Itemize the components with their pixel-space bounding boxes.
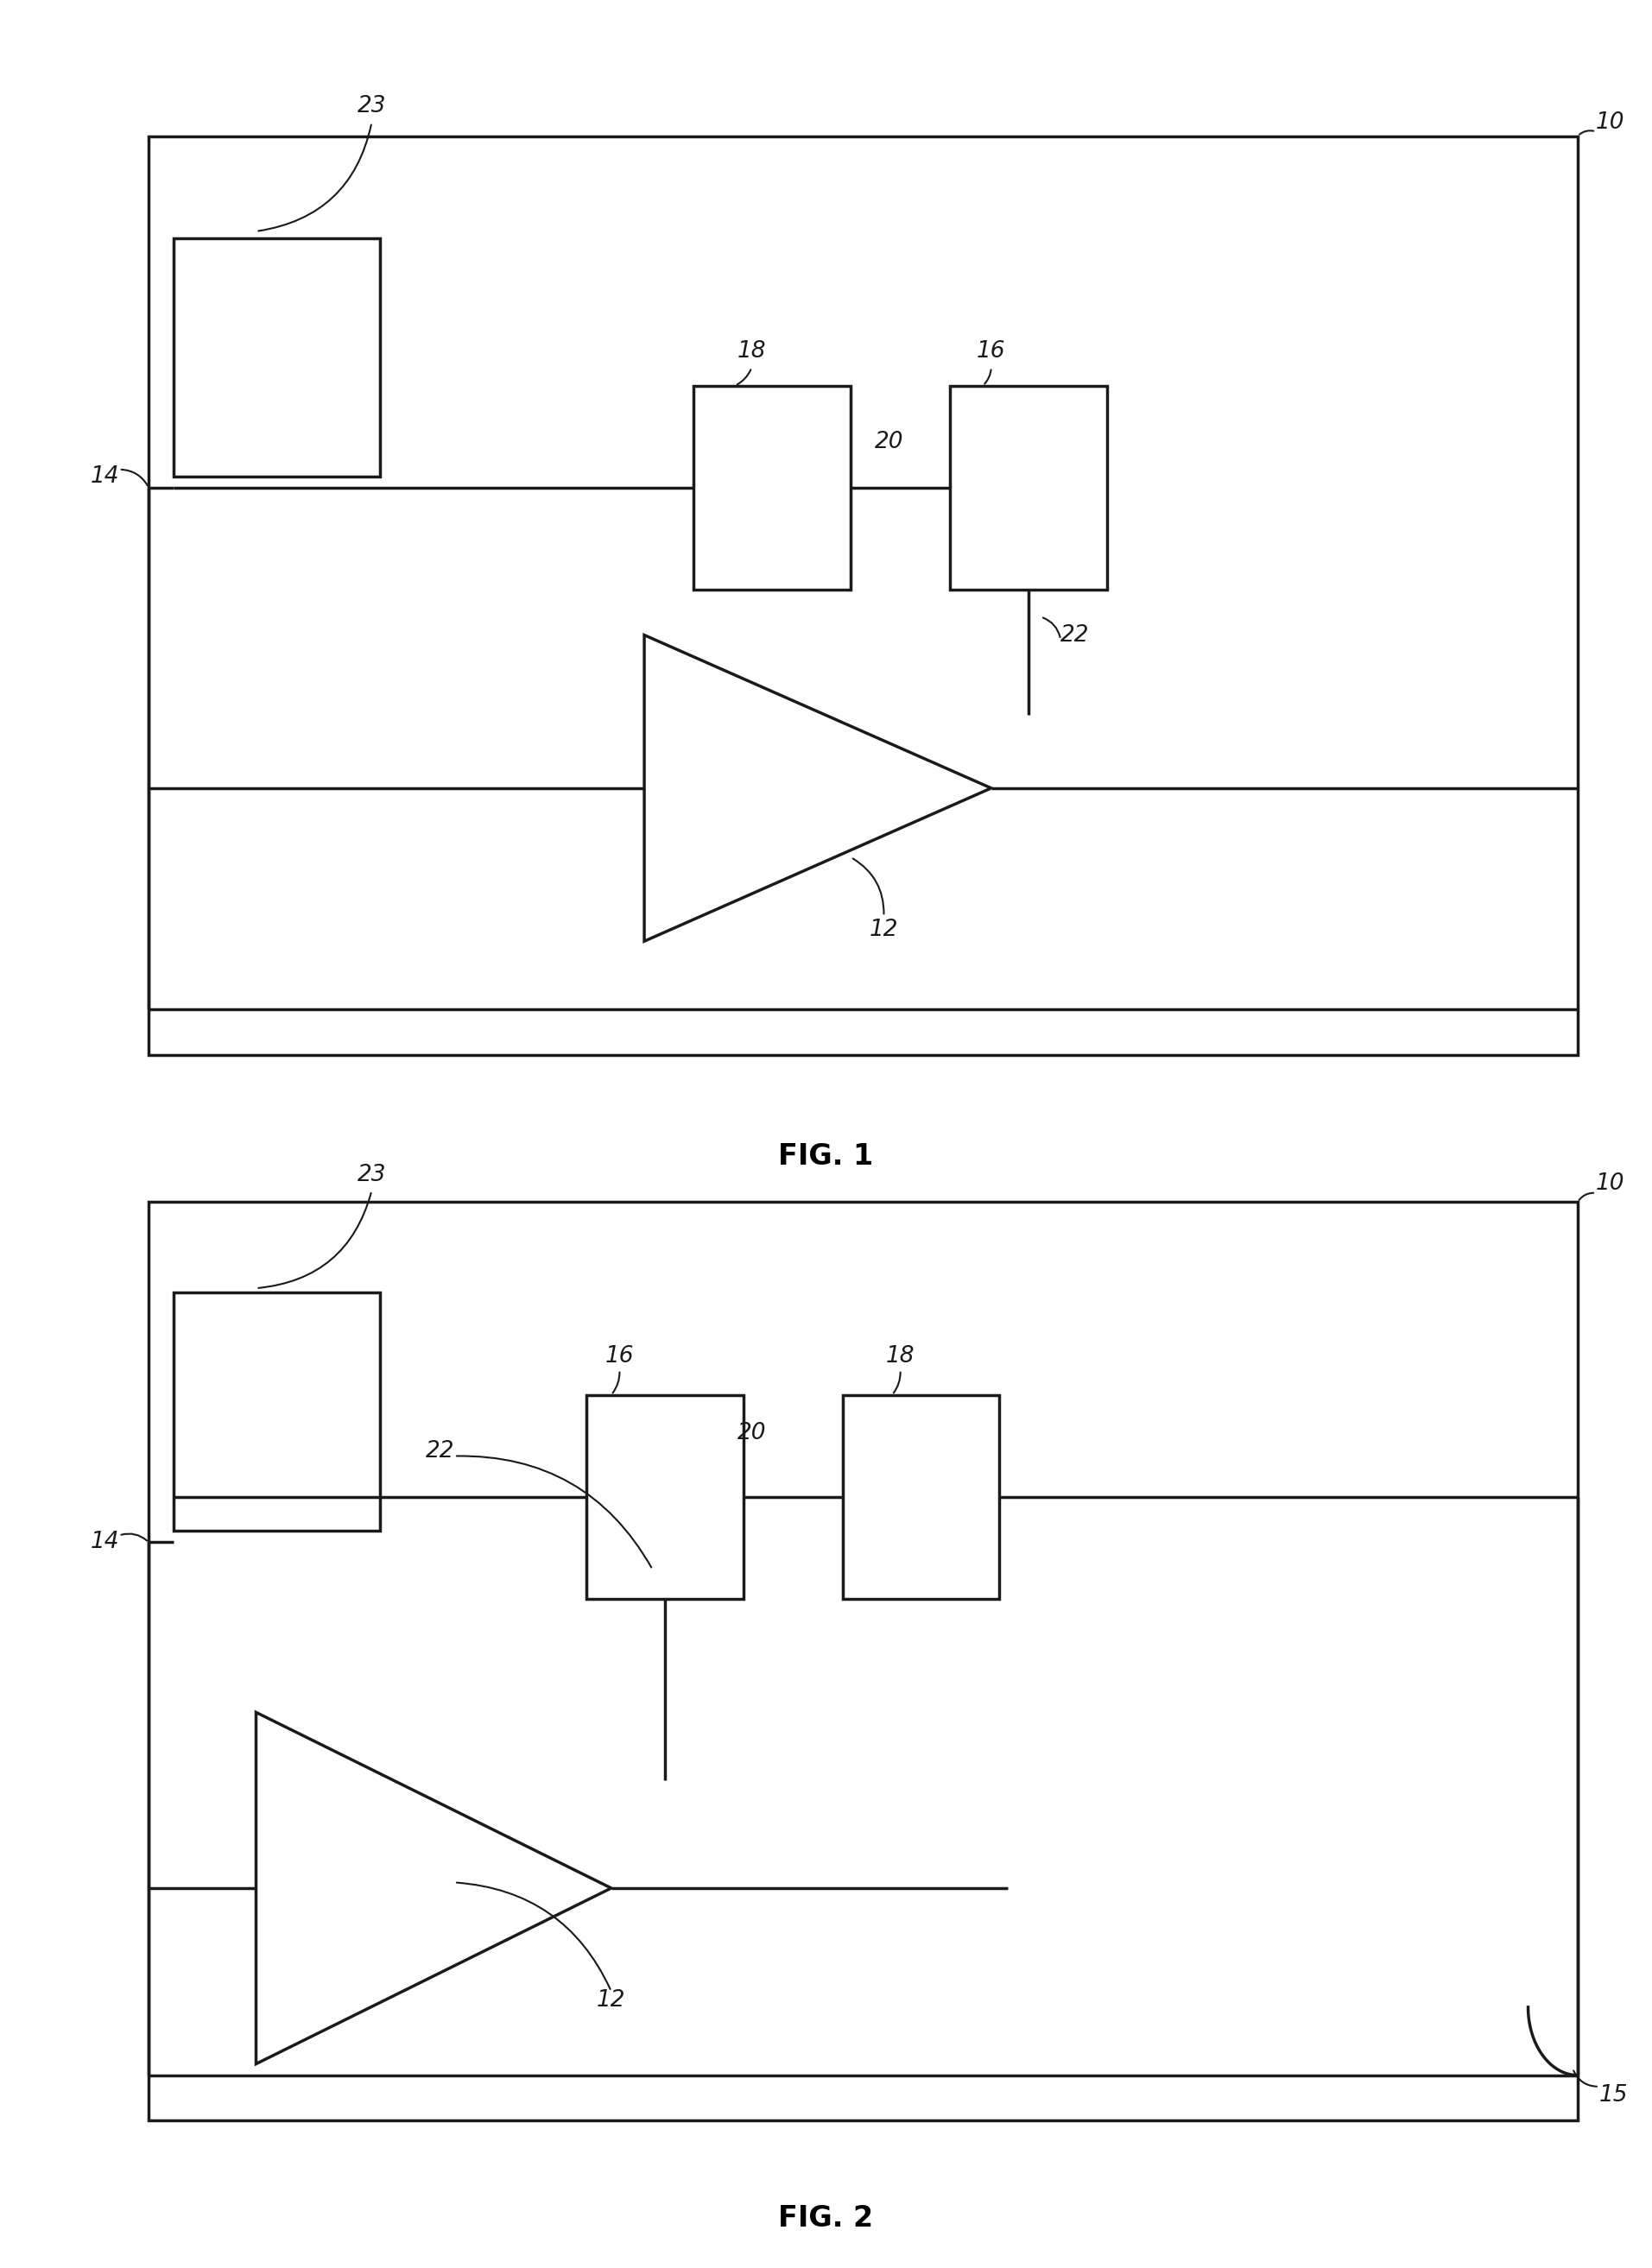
Polygon shape (644, 635, 991, 941)
Text: FIG. 2: FIG. 2 (778, 2204, 874, 2232)
Bar (586, 1395, 743, 1599)
Text: 16: 16 (976, 340, 1006, 363)
Text: 23: 23 (357, 95, 387, 118)
Text: 14: 14 (89, 465, 119, 488)
Text: 18: 18 (885, 1345, 915, 1368)
Text: 16: 16 (605, 1345, 634, 1368)
Bar (950, 386, 1107, 590)
Polygon shape (256, 1712, 611, 2064)
Text: 15: 15 (1599, 2084, 1629, 2107)
Text: 18: 18 (737, 340, 767, 363)
Text: 20: 20 (874, 431, 904, 454)
Bar (149, 1202, 1578, 2121)
Bar (173, 238, 380, 476)
Text: 12: 12 (869, 919, 899, 941)
Bar (173, 1293, 380, 1531)
Bar (149, 136, 1578, 1055)
Text: 10: 10 (1596, 111, 1626, 134)
Text: 12: 12 (596, 1989, 626, 2012)
Text: 22: 22 (1061, 624, 1090, 646)
Text: FIG. 1: FIG. 1 (778, 1143, 874, 1170)
Text: 23: 23 (357, 1163, 387, 1186)
Text: 10: 10 (1596, 1173, 1626, 1195)
Bar (694, 386, 851, 590)
Text: 22: 22 (425, 1440, 454, 1463)
Text: 20: 20 (737, 1422, 767, 1445)
Text: 14: 14 (89, 1531, 119, 1554)
Bar (843, 1395, 999, 1599)
